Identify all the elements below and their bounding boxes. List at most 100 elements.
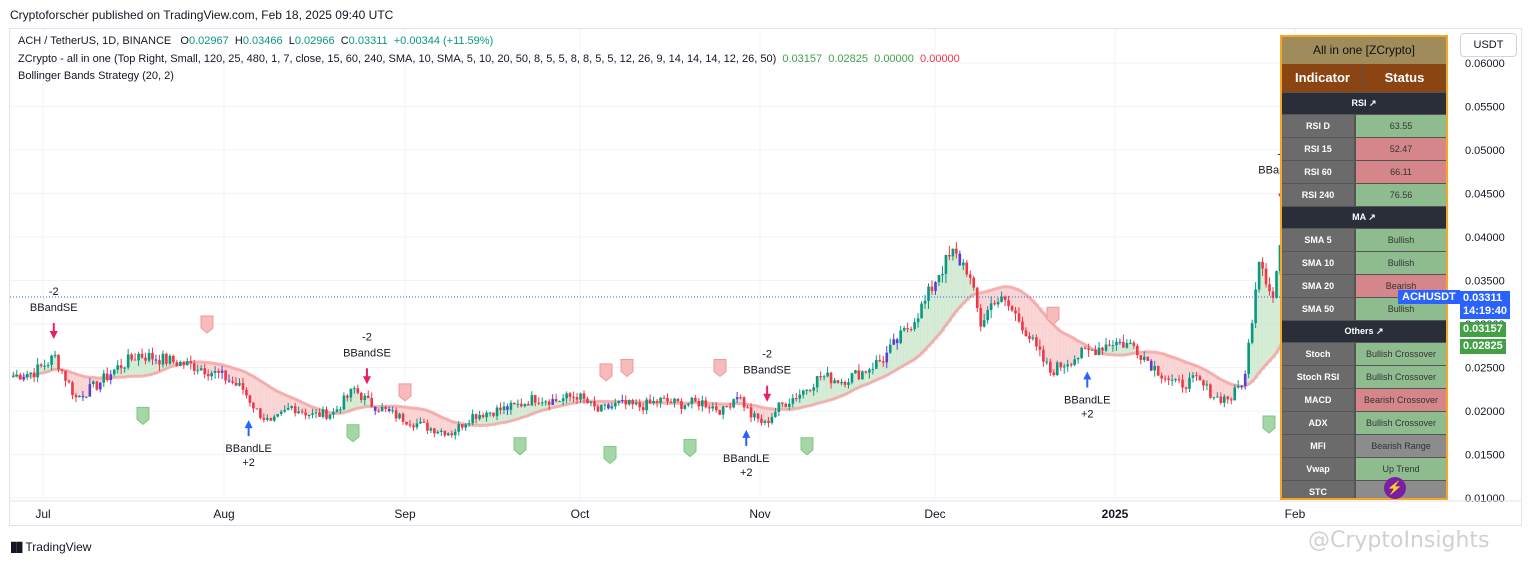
band-fill (293, 398, 298, 414)
candle-body (426, 422, 429, 431)
candle-body (530, 395, 534, 406)
candle-body (986, 310, 989, 321)
band-fill (1055, 327, 1060, 363)
candle-body (126, 354, 130, 368)
candle-body (67, 380, 71, 383)
band-fill (1066, 334, 1071, 365)
candle-body (662, 397, 666, 399)
candle-body (812, 387, 815, 391)
band-fill (474, 418, 479, 426)
candle-body (85, 396, 88, 398)
candle-body (499, 407, 502, 411)
candle-body (627, 400, 631, 405)
panel-row: RSI D 63.55 (1282, 115, 1446, 137)
candle-body (405, 421, 408, 425)
candle-body (808, 389, 812, 391)
candle-body (1153, 365, 1157, 371)
band-fill (359, 400, 364, 408)
candle-body (857, 370, 861, 380)
candle-body (711, 406, 715, 409)
band-fill (527, 405, 532, 417)
candle-body (516, 403, 520, 405)
candle-body (701, 400, 704, 407)
band-fill (996, 288, 1001, 302)
candle-body (749, 407, 753, 418)
y-tick-label: 0.05000 (1465, 145, 1505, 157)
band-fill (993, 289, 998, 305)
indicator-panel: All in one [ZCrypto] Indicator Status RS… (1280, 35, 1448, 500)
candle-body (617, 400, 621, 404)
candle-body (687, 403, 690, 406)
candle-body (714, 406, 718, 411)
candle-body (1233, 387, 1237, 401)
candle-body (227, 380, 231, 382)
candle-body (1076, 358, 1080, 360)
panel-section-header[interactable]: RSI ↗ (1282, 93, 1446, 114)
band-fill (1181, 360, 1186, 388)
band-fill (119, 368, 124, 378)
panel-section-header[interactable]: Others ↗ (1282, 321, 1446, 342)
candle-body (982, 320, 986, 327)
candle-body (307, 414, 311, 416)
candle-body (1229, 399, 1233, 401)
bullish-marker-icon (513, 437, 527, 456)
band-fill (398, 406, 403, 414)
candle-body (690, 397, 694, 404)
band-fill (440, 416, 445, 431)
candle-body (1017, 313, 1021, 322)
band-fill (262, 382, 267, 420)
band-fill (29, 372, 34, 376)
candle-body (1049, 361, 1052, 373)
candle-body (565, 393, 568, 399)
candle-body (192, 363, 196, 371)
candle-body (1163, 378, 1167, 380)
candle-body (158, 360, 161, 365)
candle-body (805, 389, 809, 391)
band-fill (1069, 336, 1074, 365)
band-fill (819, 376, 824, 403)
band-fill (920, 303, 925, 355)
band-fill (1250, 323, 1255, 383)
candle-body (1261, 261, 1264, 269)
candle-body (116, 365, 119, 370)
candle-body (370, 397, 374, 407)
signal-value: +2 (242, 457, 255, 469)
candle-body (655, 400, 659, 403)
candle-body (408, 424, 412, 426)
candle-body (109, 374, 113, 381)
band-fill (739, 397, 744, 404)
candle-body (1045, 361, 1049, 363)
candle-body (147, 352, 151, 361)
candle-body (349, 388, 353, 398)
candle-body (262, 418, 266, 420)
tradingview-logo[interactable]: ▮▮ TradingView (10, 538, 91, 555)
band-fill (1038, 307, 1043, 350)
candle-body (391, 410, 394, 412)
candle-body (266, 418, 269, 420)
band-fill (1261, 268, 1266, 370)
band-fill (304, 403, 309, 416)
band-fill (412, 407, 417, 428)
candle-body (881, 361, 885, 363)
candle-body (666, 398, 669, 402)
band-fill (815, 376, 820, 404)
band-fill (1216, 376, 1221, 397)
candle-body (1010, 306, 1014, 311)
candle-body (1024, 330, 1028, 336)
band-fill (453, 422, 458, 432)
panel-row-status: Bullish Crossover (1356, 366, 1446, 388)
band-fill (930, 291, 935, 344)
currency-button[interactable]: USDT (1460, 33, 1517, 57)
panel-row-indicator: Stoch (1282, 343, 1354, 365)
panel-row: MFI Bearish Range (1282, 435, 1446, 457)
candle-body (955, 248, 958, 254)
band-fill (523, 403, 528, 418)
candle-body (634, 402, 638, 405)
band-fill (422, 409, 427, 423)
y-tick-label: 0.05500 (1465, 102, 1505, 114)
lightning-icon[interactable]: ⚡ (1384, 477, 1406, 499)
candle-body (1278, 245, 1282, 272)
candle-body (1069, 364, 1073, 366)
panel-section-header[interactable]: MA ↗ (1282, 207, 1446, 228)
candle-body (1216, 396, 1219, 398)
